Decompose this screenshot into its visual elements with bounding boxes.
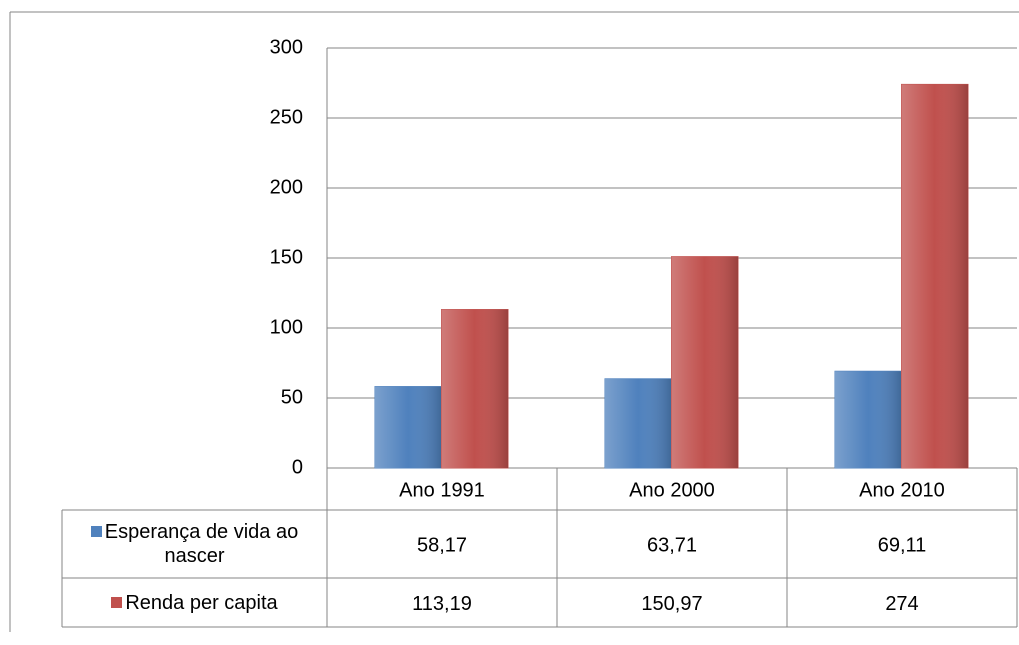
y-tick-label: 0 [292,456,303,478]
legend-cell: Renda per capita [66,578,323,627]
table-value: 58,17 [417,534,467,556]
bar-shade [671,256,738,468]
chart-frame [9,11,1019,632]
table-value: 69,11 [878,534,927,556]
legend-text-wrap: Esperança de vida ao nascer [66,520,323,568]
y-tick-label: 200 [270,176,303,198]
bar-shade [375,386,442,468]
bar-shade [605,378,672,468]
bar-shade [901,84,968,469]
x-tick-label: Ano 2000 [629,479,715,501]
legend-entry: Renda per capita [66,578,323,627]
bar-shade [835,371,902,468]
x-tick-label: Ano 1991 [399,479,485,501]
table-value: 63,71 [647,534,697,556]
legend-swatch [90,526,102,537]
legend-text-wrap: Renda per capita [111,591,278,615]
table-value: 113,19 [412,593,472,615]
table-value: 150,97 [641,593,702,615]
y-tick-label: 50 [281,386,303,408]
y-tick-label: 250 [270,106,303,128]
legend-label: Esperança de vida ao nascer [104,521,299,567]
y-tick-label: 150 [270,246,303,268]
legend-cell: Esperança de vida ao nascer [66,510,323,578]
legend-label: Renda per capita [125,591,278,614]
legend-swatch [111,596,123,608]
table-value: 274 [885,593,918,615]
y-tick-label: 300 [270,36,303,58]
legend-entry: Esperança de vida ao nascer [66,510,323,578]
x-tick-label: Ano 2010 [859,479,945,501]
bar-shade [441,309,508,468]
y-tick-label: 100 [270,316,303,338]
